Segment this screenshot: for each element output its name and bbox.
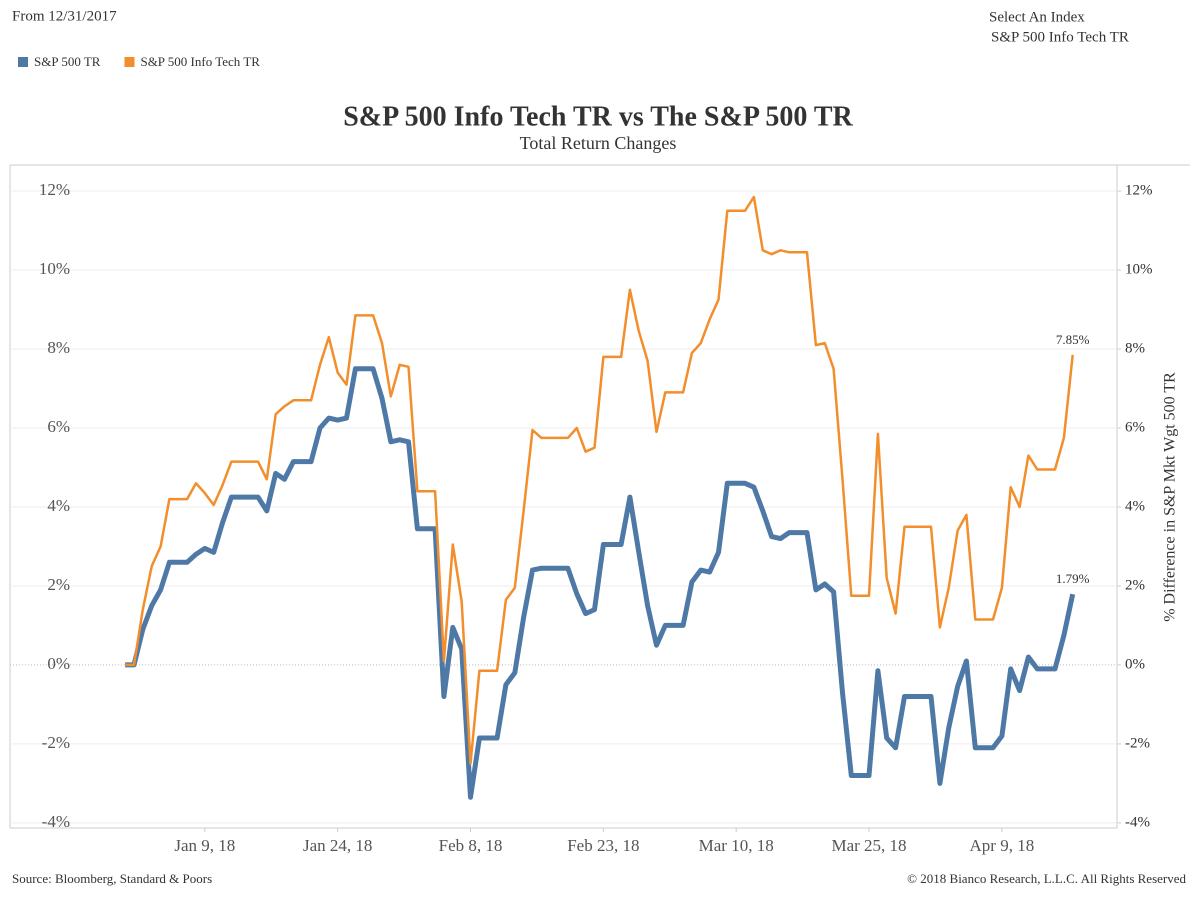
source: Source: Bloomberg, Standard & Poors xyxy=(12,871,212,886)
x-tick-label: Feb 23, 18 xyxy=(567,836,639,855)
end-label: 7.85% xyxy=(1056,332,1090,347)
x-tick-label: Mar 10, 18 xyxy=(699,836,774,855)
y2-axis-title: % Difference in S&P Mkt Wgt 500 TR xyxy=(1162,372,1179,622)
y-tick-label: 8% xyxy=(47,338,70,357)
end-label: 1.79% xyxy=(1056,571,1090,586)
series-line xyxy=(125,366,1076,800)
y2-tick-label: 0% xyxy=(1125,656,1145,672)
y-tick-label: 6% xyxy=(47,417,70,436)
y2-tick-label: 4% xyxy=(1125,498,1145,514)
y2-tick-label: 8% xyxy=(1125,340,1145,356)
y-tick-label: -2% xyxy=(42,733,70,752)
y2-tick-label: 6% xyxy=(1125,419,1145,435)
series-line xyxy=(125,195,1074,765)
y2-tick-label: 10% xyxy=(1125,261,1153,277)
x-tick-label: Apr 9, 18 xyxy=(970,836,1035,855)
x-tick-label: Jan 24, 18 xyxy=(303,836,372,855)
y-tick-label: 2% xyxy=(47,575,70,594)
y2-tick-label: -4% xyxy=(1125,814,1150,830)
range-note: From 12/31/2017 xyxy=(12,8,117,24)
chart-title: S&P 500 Info Tech TR vs The S&P 500 TR xyxy=(343,101,853,132)
chart-subtitle: Total Return Changes xyxy=(520,133,677,153)
legend-swatch xyxy=(124,57,135,67)
y-tick-label: 0% xyxy=(47,654,70,673)
legend-swatch xyxy=(18,57,28,67)
y-tick-label: 4% xyxy=(47,496,70,515)
y-tick-label: 12% xyxy=(39,180,70,199)
x-tick-label: Feb 8, 18 xyxy=(439,836,503,855)
x-tick-label: Jan 9, 18 xyxy=(174,836,235,855)
copyright: © 2018 Bianco Research, L.L.C. All Right… xyxy=(907,871,1186,886)
legend-label: S&P 500 TR xyxy=(34,54,101,69)
selector-value[interactable]: S&P 500 Info Tech TR xyxy=(991,29,1129,45)
y2-tick-label: 2% xyxy=(1125,577,1145,593)
selector-label: Select An Index xyxy=(989,9,1085,25)
legend-label: S&P 500 Info Tech TR xyxy=(140,54,260,69)
y2-tick-label: -2% xyxy=(1125,735,1150,751)
y2-tick-label: 12% xyxy=(1125,182,1153,198)
y-tick-label: -4% xyxy=(42,812,70,831)
y-tick-label: 10% xyxy=(39,259,70,278)
x-tick-label: Mar 25, 18 xyxy=(831,836,906,855)
